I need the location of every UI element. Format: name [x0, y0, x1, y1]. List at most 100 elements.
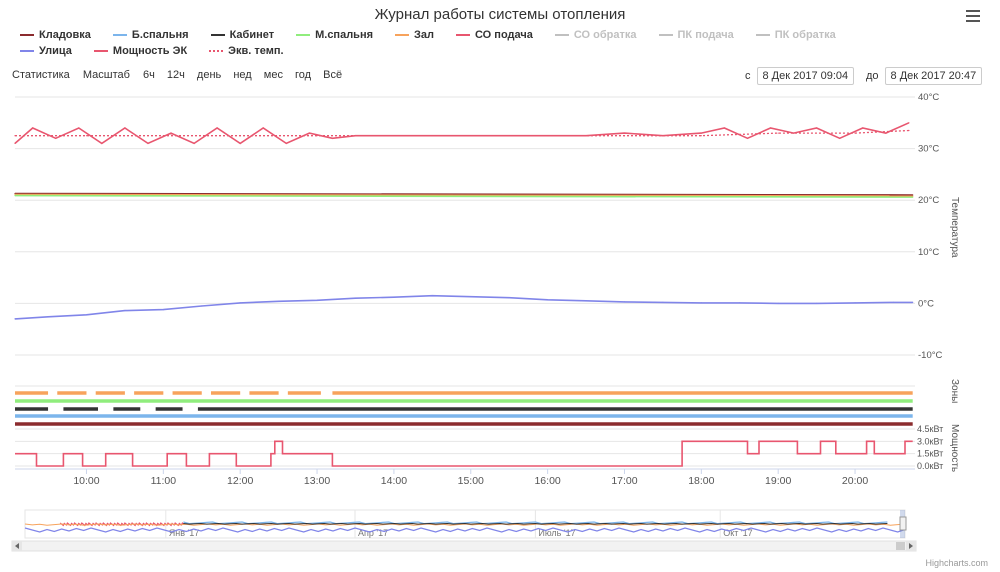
series-line — [14, 194, 913, 198]
legend-item[interactable]: ПК обратка — [755, 28, 836, 43]
series-point — [285, 142, 287, 144]
legend-swatch — [112, 34, 127, 36]
legend-item[interactable]: М.спальня — [296, 28, 373, 43]
navigator-handle[interactable] — [899, 516, 907, 531]
scrollbar-thumb[interactable] — [896, 542, 905, 550]
range-selector: Статистика Масштаб 6ч 12ч день нед мес г… — [12, 69, 351, 81]
date-from-input[interactable]: 8 Дек 2017 09:04 — [756, 67, 855, 85]
legend-swatch — [456, 34, 471, 36]
legend-swatch — [658, 34, 673, 36]
series-point — [431, 295, 433, 297]
scrollbar-left-arrow-icon[interactable] — [15, 543, 19, 549]
navigator-series — [24, 527, 906, 533]
legend-item[interactable]: Кладовка — [20, 28, 91, 43]
range-year-button[interactable]: год — [295, 69, 312, 81]
legend-swatch — [20, 49, 34, 52]
series-point — [308, 132, 310, 134]
series-point — [14, 318, 16, 320]
y-tick-power: 1.5кВт — [917, 449, 943, 459]
legend-item[interactable]: Кабинет — [210, 28, 274, 43]
legend-item[interactable]: Б.спальня — [112, 28, 189, 43]
range-12h-button[interactable]: 12ч — [166, 69, 185, 81]
series-point — [124, 127, 126, 129]
series-point — [470, 296, 472, 298]
series-point — [816, 302, 818, 304]
statistics-label[interactable]: Статистика — [12, 69, 70, 81]
legend-item[interactable]: Экв. темп. — [209, 43, 284, 58]
series-point — [162, 135, 164, 137]
series-point — [47, 316, 49, 318]
range-all-button[interactable]: Всё — [323, 69, 343, 81]
scrollbar-track[interactable] — [11, 540, 917, 552]
series-point — [162, 309, 164, 311]
range-month-button[interactable]: мес — [263, 69, 283, 81]
range-day-button[interactable]: день — [196, 69, 222, 81]
legend-label: ПК подача — [677, 29, 734, 41]
series-point — [354, 297, 357, 299]
series-point — [700, 135, 702, 137]
series-point — [239, 302, 241, 304]
y-axis-title-power: Мощность — [949, 424, 960, 472]
navigator-series — [183, 522, 888, 525]
legend-swatch — [395, 34, 410, 36]
zoom-label: Масштаб — [82, 69, 130, 81]
date-to: до 8 Дек 2017 20:47 — [866, 67, 983, 85]
series-point — [585, 300, 587, 302]
y-tick-power: 3.0кВт — [917, 436, 943, 446]
legend-item[interactable]: СО подача — [456, 28, 533, 43]
x-tick-label: 16:00 — [534, 475, 560, 487]
legend-label: СО подача — [475, 29, 533, 41]
legend-label: Экв. темп. — [228, 44, 284, 57]
legend-label: Зал — [414, 29, 435, 41]
legend-item[interactable]: Зал — [395, 28, 434, 43]
credits-link[interactable]: Highcharts.com — [925, 558, 988, 568]
x-tick-label: 12:00 — [227, 475, 253, 487]
scrollbar-right-arrow-icon[interactable] — [909, 543, 913, 549]
series-point — [854, 302, 856, 304]
series-point — [839, 137, 841, 139]
series-point — [278, 300, 280, 302]
series-point — [912, 196, 914, 198]
date-from: с 8 Дек 2017 09:04 — [745, 67, 855, 85]
x-tick-label: 19:00 — [765, 475, 791, 487]
series-point — [316, 135, 318, 137]
legend-label: М.спальня — [315, 29, 374, 41]
series-point — [793, 132, 795, 134]
series-point — [912, 301, 914, 303]
y-tick-temp: 0°C — [918, 298, 934, 309]
legend-item[interactable]: СО обратка — [554, 28, 637, 43]
series-point — [547, 135, 549, 137]
series-point — [623, 301, 626, 303]
legend-swatch — [210, 34, 225, 36]
hamburger-menu-icon[interactable] — [966, 10, 980, 22]
series-point — [262, 127, 264, 129]
x-tick-label: 10:00 — [73, 475, 99, 487]
y-tick-power: 4.5кВт — [917, 424, 943, 434]
series-line — [14, 192, 913, 196]
series-point — [700, 132, 702, 134]
series-point — [739, 302, 741, 304]
series-point — [170, 132, 172, 134]
legend-item[interactable]: Улица — [20, 43, 72, 58]
y-tick-temp: 30°C — [918, 144, 939, 155]
series-point — [777, 302, 779, 304]
legend-item[interactable]: ПК подача — [658, 28, 734, 43]
series-point — [14, 195, 16, 197]
range-week-button[interactable]: нед — [233, 69, 252, 81]
navigator-tick: Апр '17 — [358, 528, 388, 538]
legend: Кладовка Б.спальня Кабинет М.спальня Зал СО п… — [20, 27, 920, 58]
range-6h-button[interactable]: 6ч — [142, 69, 155, 81]
date-to-input[interactable]: 8 Дек 2017 20:47 — [884, 67, 983, 85]
legend-item[interactable]: Мощность ЭК — [93, 43, 187, 58]
series-point — [623, 135, 626, 137]
series-point — [585, 135, 587, 137]
x-tick-label: 20:00 — [842, 475, 868, 487]
series-point — [14, 135, 16, 137]
series-point — [769, 127, 772, 129]
legend-label: Улица — [39, 44, 72, 57]
series-point — [623, 132, 626, 134]
date-from-label: с — [745, 70, 751, 82]
series-point — [662, 301, 664, 303]
y-tick-temp: 40°C — [918, 92, 939, 103]
